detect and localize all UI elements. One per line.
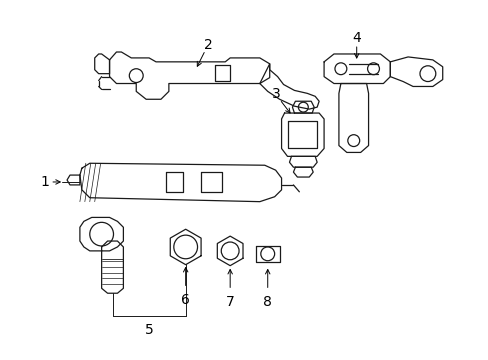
Text: 3: 3 <box>272 87 281 102</box>
Text: 7: 7 <box>225 295 234 309</box>
Text: 5: 5 <box>144 323 153 337</box>
Polygon shape <box>80 163 281 202</box>
Text: 4: 4 <box>352 31 360 45</box>
Text: 2: 2 <box>203 38 212 52</box>
Text: 6: 6 <box>181 293 190 307</box>
Text: 8: 8 <box>263 295 272 309</box>
Text: 1: 1 <box>41 175 50 189</box>
